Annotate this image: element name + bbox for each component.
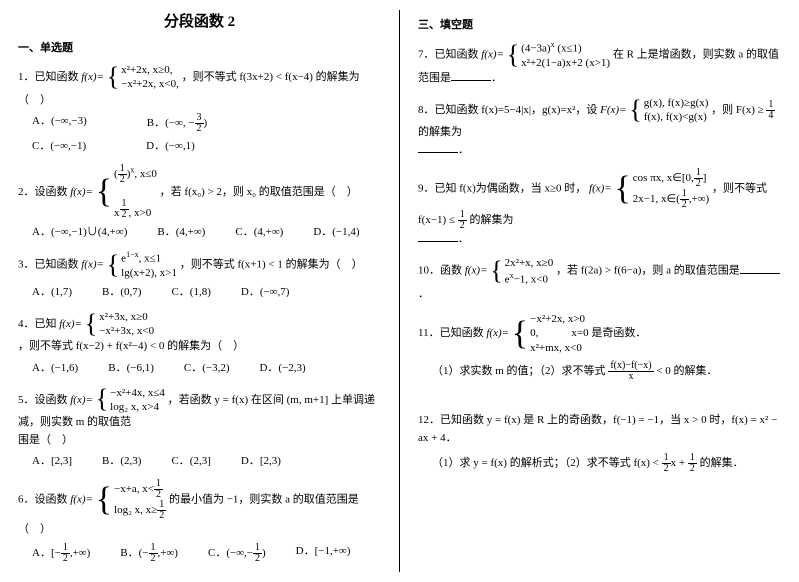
q5-stem-c: 围是（ ） xyxy=(18,432,381,450)
q6-optA: A．[−12,+∞) xyxy=(32,543,90,564)
q8-stem-a: 8．已知函数 f(x)=5−4|x|，g(x)=x²，设 xyxy=(418,104,600,116)
q3-optD: D．(−∞,7) xyxy=(241,284,290,302)
problem-7: 7．已知函数 f(x)= { (4−3a)x (x≤1)x²+2(1−a)x+2… xyxy=(418,40,781,88)
problem-6: 6．设函数 f(x)= { −x+a, x<12log₂ x, x≥12 的最小… xyxy=(18,479,381,564)
problem-10: 10．函数 f(x)= { 2x²+x, x≥0ex−1, x<0 ，若 f(2… xyxy=(418,256,781,304)
q12-sub1: （1）求 y = f(x) 的解析式；（2）求不等式 f(x) < xyxy=(432,457,662,469)
q1-stem-a: 1．已知函数 xyxy=(18,71,81,83)
q3-optA: A．(1,7) xyxy=(32,284,72,302)
q3-func: f(x)= xyxy=(81,259,104,271)
q11-func: f(x)= xyxy=(486,327,509,339)
q4-piecewise: { x²+3x, x≥0−x²+3x, x<0 xyxy=(85,310,154,339)
q5-optC: C．(2,3] xyxy=(171,453,210,471)
q11-piecewise: { −x²+2x, x>00, x=0x²+mx, x<0 xyxy=(512,312,589,355)
blank-8 xyxy=(418,142,458,153)
q2-optD: D．(−1,4) xyxy=(313,224,359,242)
q10-func: f(x)= xyxy=(465,265,488,277)
q9-piecewise: { cos πx, x∈[0,12]2x−1, x∈(12,+∞) xyxy=(614,168,709,210)
q10-stem-b: ，若 f(2a) > f(6−a)，则 a 的取值范围是 xyxy=(556,265,740,277)
problem-1: 1．已知函数 f(x)= { x²+2x, x≥0,−x²+2x, x<0, ，… xyxy=(18,63,381,156)
q5-optA: A．[2,3] xyxy=(32,453,72,471)
q2-func: f(x)= xyxy=(70,186,93,198)
q11-stem-a: 11．已知函数 xyxy=(418,327,486,339)
q4-stem-b: ，则不等式 f(x−2) + f(x²−4) < 0 的解集为（ ） xyxy=(18,340,244,352)
right-column: 三、填空题 7．已知函数 f(x)= { (4−3a)x (x≤1)x²+2(1… xyxy=(410,10,789,572)
q2-optA: A．(−∞,−1)∪(4,+∞) xyxy=(32,224,127,242)
q2-stem-a: 2．设函数 xyxy=(18,186,70,198)
q10-stem-a: 10．函数 xyxy=(418,265,465,277)
q3-optC: C．(1,8) xyxy=(171,284,210,302)
q6-piecewise: { −x+a, x<12log₂ x, x≥12 xyxy=(96,479,167,521)
section2-heading: 三、填空题 xyxy=(418,16,781,32)
q6-optB: B．(−12,+∞) xyxy=(120,543,178,564)
q1-optD: D．(−∞,1) xyxy=(146,138,195,156)
q2-optC: C．(4,+∞) xyxy=(235,224,283,242)
q7-piecewise: { (4−3a)x (x≤1)x²+2(1−a)x+2 (x>1) xyxy=(507,40,610,70)
q5-func: f(x)= xyxy=(70,393,93,405)
q6-stem-a: 6．设函数 xyxy=(18,494,70,506)
q8-stem-c: 的解集为 xyxy=(418,126,462,138)
q9-stem-c: 的解集为 xyxy=(467,214,514,226)
q2-piecewise: { (12)x, x≤0x12, x>0 xyxy=(96,164,157,221)
q4-optD: D．(−2,3) xyxy=(259,360,305,378)
q5-stem-a: 5．设函数 xyxy=(18,393,70,405)
blank-9 xyxy=(418,231,458,242)
q3-stem-b: ，则不等式 f(x+1) < 1 的解集为（ ） xyxy=(180,259,363,271)
column-divider xyxy=(399,10,400,572)
q4-optC: C．(−3,2) xyxy=(184,360,230,378)
q9-stem-a: 9．已知 f(x)为偶函数，当 x≥0 时， xyxy=(418,182,586,194)
q10-piecewise: { 2x²+x, x≥0ex−1, x<0 xyxy=(490,256,553,286)
problem-3: 3．已知函数 f(x)= { e1−x, x≤1lg(x+2), x>1 ，则不… xyxy=(18,250,381,302)
q5-piecewise: { −x²+4x, x≤4log₂ x, x>4 xyxy=(96,386,165,415)
q4-optB: B．(−6,1) xyxy=(108,360,154,378)
q1-piecewise: { x²+2x, x≥0,−x²+2x, x<0, xyxy=(107,63,179,92)
left-column: 分段函数 2 一、单选题 1．已知函数 f(x)= { x²+2x, x≥0,−… xyxy=(10,10,389,572)
q6-optD: D．[−1,+∞) xyxy=(296,543,351,564)
q8-func: F(x)= xyxy=(600,104,626,116)
q2-optB: B．(4,+∞) xyxy=(157,224,205,242)
q11-sub2: < 0 的解集． xyxy=(656,365,717,377)
q1-optC: C．(−∞,−1) xyxy=(32,138,86,156)
q4-stem-a: 4．已知 xyxy=(18,318,59,330)
q1-optA: A．(−∞,−3) xyxy=(32,113,87,134)
q1-optB: B．(−∞, −32) xyxy=(147,113,207,134)
q7-stem-a: 7．已知函数 xyxy=(418,49,481,61)
q6-optC: C．(−∞,−12) xyxy=(208,543,266,564)
q8-stem-b: ，则 F(x) ≥ xyxy=(711,104,766,116)
q4-optA: A．(−1,6) xyxy=(32,360,78,378)
q1-func: f(x)= xyxy=(81,71,104,83)
q12-sub2: 的解集． xyxy=(700,457,744,469)
q11-sub1: （1）求实数 m 的值；（2）求不等式 xyxy=(432,365,608,377)
problem-4: 4．已知 f(x)= { x²+3x, x≥0−x²+3x, x<0 ，则不等式… xyxy=(18,310,381,378)
problem-9: 9．已知 f(x)为偶函数，当 x≥0 时， f(x)= { cos πx, x… xyxy=(418,168,781,249)
q4-func: f(x)= xyxy=(59,318,82,330)
q7-func: f(x)= xyxy=(481,49,504,61)
problem-2: 2．设函数 f(x)= { (12)x, x≤0x12, x>0 ，若 f(x₀… xyxy=(18,164,381,242)
q3-piecewise: { e1−x, x≤1lg(x+2), x>1 xyxy=(107,250,177,280)
section1-heading: 一、单选题 xyxy=(18,39,381,55)
page-title: 分段函数 2 xyxy=(18,10,381,31)
problem-11: 11．已知函数 f(x)= { −x²+2x, x>00, x=0x²+mx, … xyxy=(418,312,781,382)
q5-optB: B．(2,3) xyxy=(102,453,141,471)
q6-func: f(x)= xyxy=(70,494,93,506)
q8-piecewise: { g(x), f(x)≥g(x)f(x), f(x)<g(x) xyxy=(629,96,708,125)
blank-7 xyxy=(451,70,491,81)
problem-12: 12．已知函数 y = f(x) 是 R 上的奇函数，f(−1) = −1，当 … xyxy=(418,412,781,474)
q9-func: f(x)= xyxy=(589,182,612,194)
q11-stem-b: 是奇函数． xyxy=(591,327,646,339)
q12-stem-a: 12．已知函数 y = f(x) 是 R 上的奇函数，f(−1) = −1，当 … xyxy=(418,412,781,447)
q3-optB: B．(0,7) xyxy=(102,284,141,302)
problem-5: 5．设函数 f(x)= { −x²+4x, x≤4log₂ x, x>4 ，若函… xyxy=(18,386,381,471)
problem-8: 8．已知函数 f(x)=5−4|x|，g(x)=x²，设 F(x)= { g(x… xyxy=(418,96,781,160)
q5-optD: D．[2,3) xyxy=(241,453,281,471)
blank-10 xyxy=(740,263,780,274)
q3-stem-a: 3．已知函数 xyxy=(18,259,81,271)
q2-stem-b: ，若 f(x₀) > 2，则 x₀ 的取值范围是（ ） xyxy=(160,186,358,198)
